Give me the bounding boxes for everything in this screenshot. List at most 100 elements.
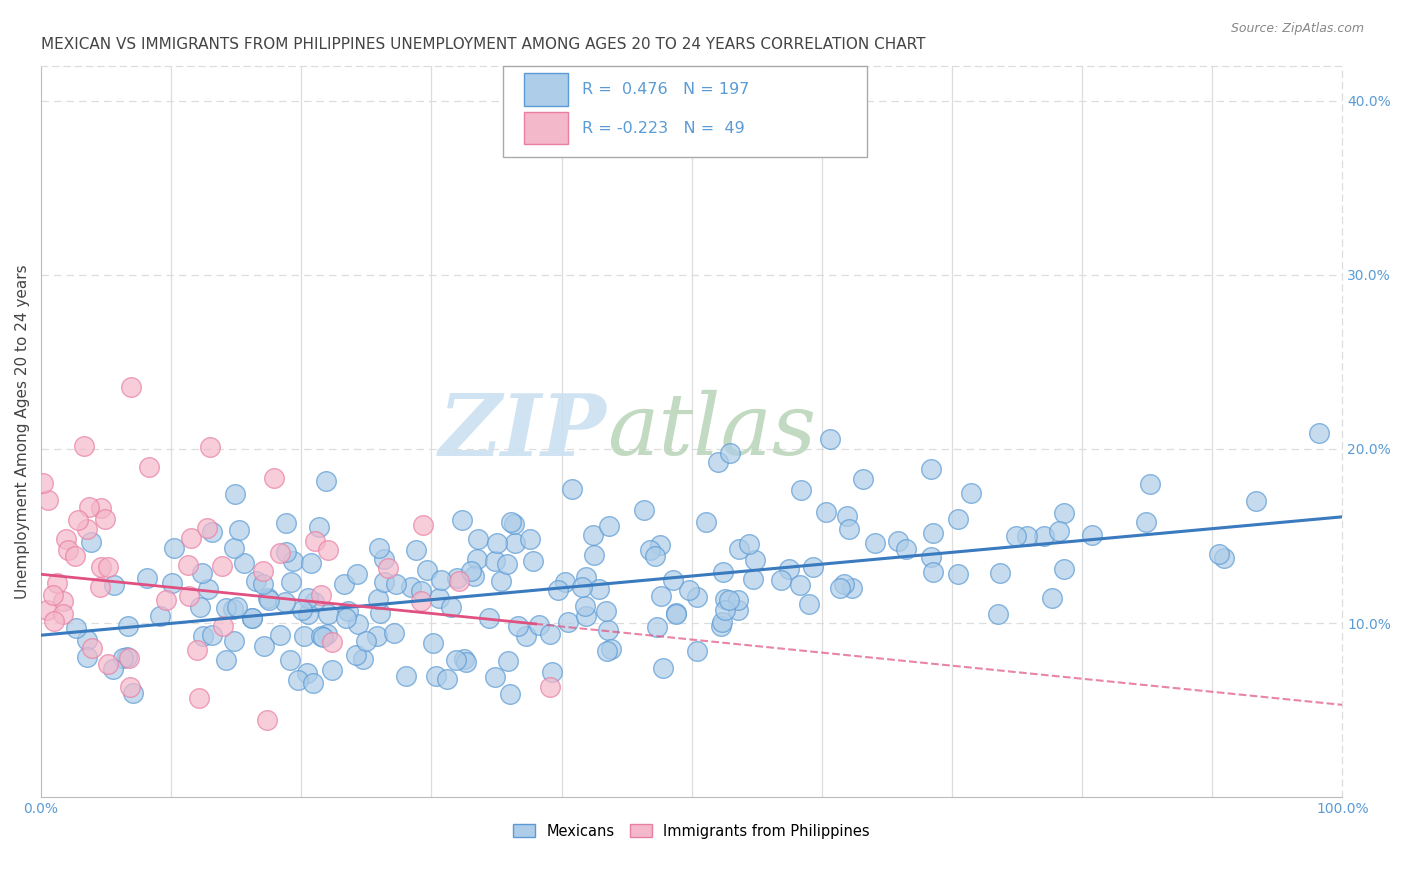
Point: [665, 606, 688, 620]
Point: [42, 588, 65, 602]
Point: [103, 578, 125, 592]
Point: [946, 511, 969, 525]
Point: [211, 618, 233, 632]
Point: [405, 543, 427, 558]
Point: [274, 545, 297, 559]
Point: [948, 567, 970, 582]
Point: [575, 569, 598, 583]
Point: [598, 623, 620, 637]
Point: [163, 541, 186, 555]
Point: [430, 574, 453, 588]
Point: [503, 535, 526, 549]
Point: [308, 520, 330, 534]
Point: [120, 680, 142, 694]
Point: [52, 594, 75, 608]
Point: [333, 576, 356, 591]
Point: [454, 655, 477, 669]
Text: Source: ZipAtlas.com: Source: ZipAtlas.com: [1230, 22, 1364, 36]
Point: [841, 581, 863, 595]
Point: [186, 642, 208, 657]
Point: [922, 526, 945, 541]
Point: [409, 593, 432, 607]
Point: [191, 566, 214, 581]
Point: [486, 536, 509, 550]
Point: [111, 651, 134, 665]
Point: [193, 628, 215, 642]
Point: [489, 574, 512, 588]
Point: [460, 564, 482, 578]
Text: ZIP: ZIP: [439, 390, 607, 474]
Point: [117, 619, 139, 633]
Point: [321, 634, 343, 648]
Point: [463, 569, 485, 583]
Point: [197, 582, 219, 597]
Point: [291, 603, 314, 617]
Point: [373, 574, 395, 589]
Point: [710, 619, 733, 633]
Point: [648, 538, 671, 552]
Point: [215, 601, 238, 615]
Point: [832, 576, 855, 591]
Point: [1015, 529, 1038, 543]
Point: [803, 559, 825, 574]
Point: [79, 500, 101, 514]
Point: [484, 670, 506, 684]
Point: [180, 531, 202, 545]
Point: [744, 553, 766, 567]
Point: [519, 533, 541, 547]
Point: [201, 628, 224, 642]
Point: [920, 461, 942, 475]
Point: [596, 644, 619, 658]
Point: [1053, 562, 1076, 576]
Point: [222, 541, 245, 556]
Point: [987, 607, 1010, 621]
Point: [508, 619, 530, 633]
Point: [297, 591, 319, 605]
Point: [297, 607, 319, 622]
Legend: Mexicans, Immigrants from Philippines: Mexicans, Immigrants from Philippines: [508, 818, 876, 845]
Point: [228, 523, 250, 537]
Point: [852, 472, 875, 486]
Point: [76, 633, 98, 648]
Point: [467, 552, 489, 566]
Point: [830, 581, 852, 595]
Point: [538, 626, 561, 640]
Point: [496, 654, 519, 668]
Point: [595, 604, 617, 618]
Point: [240, 611, 263, 625]
Point: [337, 604, 360, 618]
Point: [547, 583, 569, 598]
Point: [80, 640, 103, 655]
Point: [155, 593, 177, 607]
Point: [309, 588, 332, 602]
Point: [76, 522, 98, 536]
Point: [224, 487, 246, 501]
Point: [422, 636, 444, 650]
Point: [287, 673, 309, 688]
Point: [789, 578, 811, 592]
Point: [650, 590, 672, 604]
Point: [1208, 547, 1230, 561]
Point: [120, 380, 142, 394]
Point: [838, 522, 860, 536]
Point: [177, 558, 200, 573]
Point: [502, 516, 524, 531]
Point: [582, 548, 605, 562]
Point: [770, 573, 793, 587]
Point: [385, 577, 408, 591]
Point: [382, 626, 405, 640]
Point: [295, 666, 318, 681]
Point: [149, 609, 172, 624]
Text: R = -0.223   N =  49: R = -0.223 N = 49: [582, 120, 745, 136]
Point: [1244, 493, 1267, 508]
Point: [412, 518, 434, 533]
Point: [922, 565, 945, 579]
Point: [321, 663, 343, 677]
Point: [278, 653, 301, 667]
Text: MEXICAN VS IMMIGRANTS FROM PHILIPPINES UNEMPLOYMENT AMONG AGES 20 TO 24 YEARS CO: MEXICAN VS IMMIGRANTS FROM PHILIPPINES U…: [41, 37, 925, 53]
Y-axis label: Unemployment Among Ages 20 to 24 years: Unemployment Among Ages 20 to 24 years: [15, 264, 30, 599]
Point: [252, 577, 274, 591]
Point: [484, 554, 506, 568]
Point: [304, 533, 326, 548]
Point: [582, 528, 605, 542]
